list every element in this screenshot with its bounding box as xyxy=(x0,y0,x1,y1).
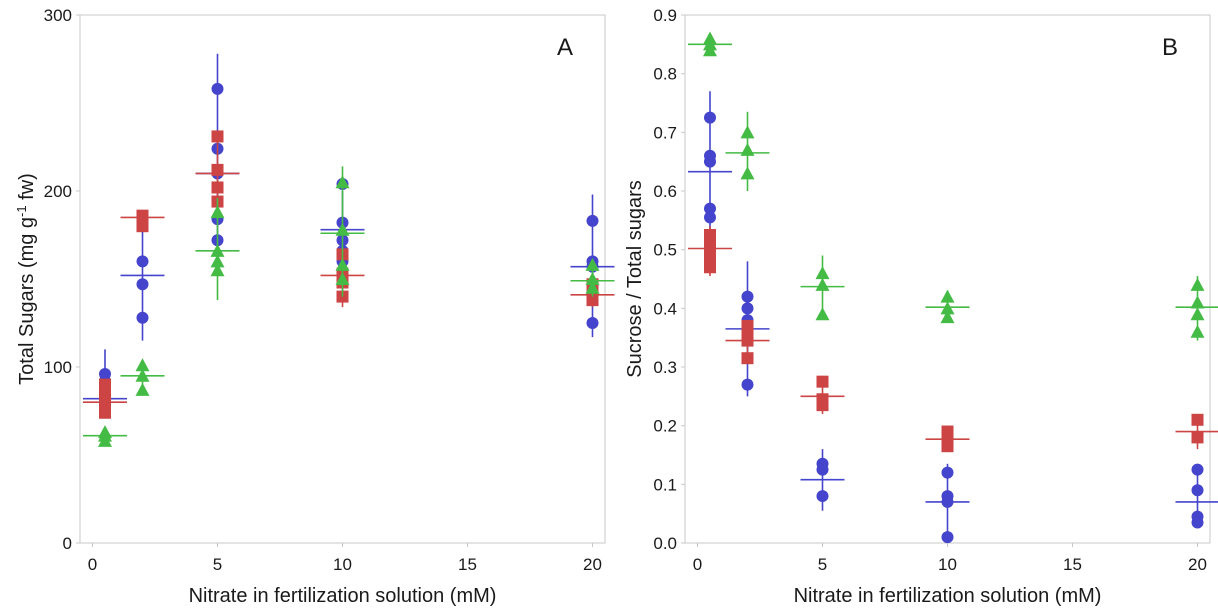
x-tick-label: 20 xyxy=(583,555,602,574)
x-tick-label: 15 xyxy=(1063,555,1082,574)
red-square-point xyxy=(816,375,829,388)
x-tick-label: 5 xyxy=(213,555,222,574)
x-tick-label: 5 xyxy=(818,555,827,574)
x-tick-label: 0 xyxy=(88,555,97,574)
blue-circle-point xyxy=(704,155,716,168)
y-tick-label: 0.9 xyxy=(653,6,677,25)
green-triangle-point xyxy=(585,272,600,285)
panel-label: B xyxy=(1162,34,1178,61)
blue-circle-point xyxy=(1191,516,1204,529)
green-triangle-point xyxy=(740,125,755,139)
y-tick-label: 0.5 xyxy=(653,241,677,260)
red-square-point xyxy=(1191,413,1204,426)
y-tick-label: 0.4 xyxy=(653,299,677,318)
blue-circle-point xyxy=(816,463,829,476)
green-triangle-point xyxy=(815,307,830,321)
green-triangle-point xyxy=(210,205,225,219)
green-triangle-point xyxy=(135,382,150,396)
blue-circle-point xyxy=(741,302,754,315)
y-axis-title-sup: -1 xyxy=(14,205,29,217)
x-tick-label: 10 xyxy=(333,555,352,574)
red-square-point xyxy=(741,352,754,365)
blue-circle-point xyxy=(704,111,716,124)
green-triangle-point xyxy=(335,272,350,285)
panel-label: A xyxy=(557,34,573,61)
blue-circle-point xyxy=(816,490,829,503)
green-triangle-point xyxy=(1190,277,1205,291)
panel-a-chart: 0 100 200 300 0 5 10 15 20 Nitrate in fertilizati… xyxy=(14,6,615,607)
green-triangle-point xyxy=(210,263,225,277)
y-tick-label: 0.8 xyxy=(653,65,677,84)
blue-circle-point xyxy=(941,531,954,544)
green-triangle-point xyxy=(1190,295,1205,309)
y-tick-label: 0.2 xyxy=(653,417,677,436)
y-tick-label: 0.1 xyxy=(653,475,677,494)
red-square-point xyxy=(136,220,149,233)
x-axis-title: Nitrate in fertilization solution (mM) xyxy=(794,585,1102,607)
blue-circle-point xyxy=(941,466,954,479)
red-square-point xyxy=(211,130,224,143)
green-triangle-point xyxy=(335,257,350,271)
y-tick-label: 200 xyxy=(44,182,72,201)
x-tick-label: 0 xyxy=(693,555,702,574)
red-square-point xyxy=(941,440,954,453)
green-triangle-point xyxy=(98,433,112,447)
blue-circle-point xyxy=(741,378,754,391)
blue-circle-point xyxy=(211,82,224,95)
y-tick-label: 0.7 xyxy=(653,123,677,142)
y-tick-label: 0.0 xyxy=(653,534,677,553)
blue-circle-point xyxy=(704,202,716,215)
green-triangle-point xyxy=(940,289,955,303)
red-square-point xyxy=(941,425,954,438)
y-tick-label: 0.6 xyxy=(653,182,677,201)
red-square-point xyxy=(211,181,224,194)
green-triangle-point xyxy=(703,43,717,57)
red-square-point xyxy=(704,249,716,262)
green-triangle-point xyxy=(815,277,830,291)
x-tick-label: 20 xyxy=(1188,555,1207,574)
x-tick-label: 10 xyxy=(938,555,957,574)
y-axis-title-tail: fw) xyxy=(16,173,38,205)
green-triangle-point xyxy=(135,358,150,372)
green-triangle-point xyxy=(940,310,955,324)
green-triangle-point xyxy=(815,266,830,280)
blue-circle-point xyxy=(741,290,754,303)
green-triangle-point xyxy=(740,166,755,180)
red-square-point xyxy=(99,406,111,419)
y-axis-title-main: Sucrose / Total sugars xyxy=(624,180,646,378)
green-triangle-point xyxy=(1190,324,1205,338)
green-triangle-point xyxy=(1190,307,1205,321)
green-triangle-point xyxy=(210,254,225,268)
y-tick-label: 0.3 xyxy=(653,358,677,377)
panel-b-chart: 0.0 0.1 0.2 0.3 0.4 0.5 0.6 0.7 0.8 0.9 0 5 10 15 20 Ni… xyxy=(624,6,1218,607)
blue-circle-point xyxy=(136,255,149,268)
x-axis-title: Nitrate in fertilization solution (mM) xyxy=(189,585,497,607)
blue-circle-point xyxy=(136,311,149,324)
red-square-point xyxy=(704,237,716,250)
y-axis-title: Total Sugars (mg g-1 fw) xyxy=(14,173,38,385)
blue-circle-point xyxy=(586,214,599,227)
blue-circle-point xyxy=(1191,463,1204,476)
red-square-point xyxy=(704,261,716,274)
blue-circle-point xyxy=(136,278,149,291)
green-triangle-point xyxy=(585,257,600,271)
blue-circle-point xyxy=(1191,484,1204,497)
green-triangle-point xyxy=(335,175,350,189)
y-axis-title-main: Total Sugars (mg g xyxy=(16,217,38,385)
red-square-point xyxy=(816,399,829,412)
y-tick-label: 0 xyxy=(63,534,72,553)
y-tick-label: 100 xyxy=(44,358,72,377)
x-tick-label: 15 xyxy=(458,555,477,574)
green-triangle-point xyxy=(585,280,600,294)
red-square-point xyxy=(586,294,599,307)
green-triangle-point xyxy=(740,142,755,156)
y-axis-title: Sucrose / Total sugars xyxy=(624,180,646,378)
y-tick-label: 300 xyxy=(44,6,72,25)
red-square-point xyxy=(1191,431,1204,444)
blue-circle-point xyxy=(586,317,599,329)
blue-circle-point xyxy=(704,211,716,224)
